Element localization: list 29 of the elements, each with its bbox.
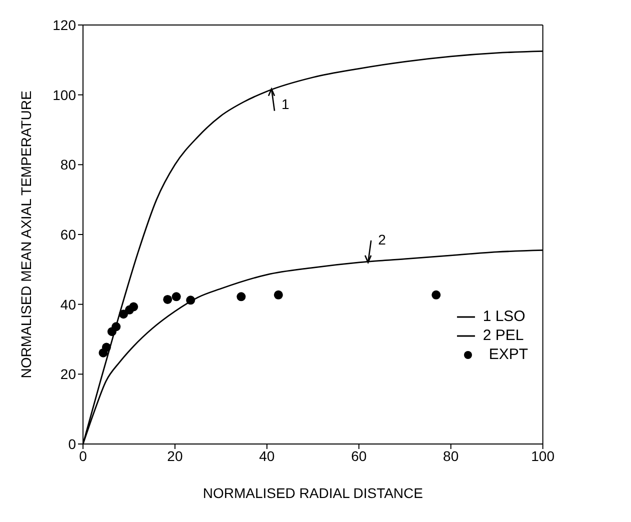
x-tick-label: 60 (351, 448, 367, 464)
x-tick-label: 20 (167, 448, 183, 464)
annotation: 2 (378, 231, 386, 248)
point (274, 290, 283, 300)
point (102, 342, 111, 352)
point (112, 322, 121, 332)
y-tick-label: 80 (60, 156, 76, 173)
point (186, 296, 196, 305)
x-tick-label: 80 (443, 448, 459, 464)
legend-label: 1 LSO (482, 307, 526, 326)
point (236, 292, 246, 302)
point (432, 290, 441, 300)
legend-label: EXPT (488, 345, 528, 364)
legend-label: 2 PEL (482, 326, 524, 345)
x-tick-label: 100 (531, 448, 555, 464)
annotation: 1 (282, 96, 290, 112)
y-tick-label: 20 (60, 366, 76, 382)
y-tick-label: 0 (68, 436, 76, 452)
point (163, 294, 172, 304)
x-tick-label: 0 (79, 448, 88, 464)
y-tick-label: 100 (52, 86, 76, 103)
x-axis-title: NORMALISED RADIAL DISTANCE (202, 485, 423, 501)
y-tick-label: 60 (60, 226, 76, 242)
y-tick-label: 120 (52, 16, 76, 33)
y-axis-title: NORMALISED MEAN AXIAL TEMPERATURE (18, 90, 34, 378)
point (172, 292, 181, 302)
point (129, 302, 138, 312)
x-tick-label: 40 (259, 448, 275, 464)
y-tick-label: 40 (60, 296, 76, 312)
